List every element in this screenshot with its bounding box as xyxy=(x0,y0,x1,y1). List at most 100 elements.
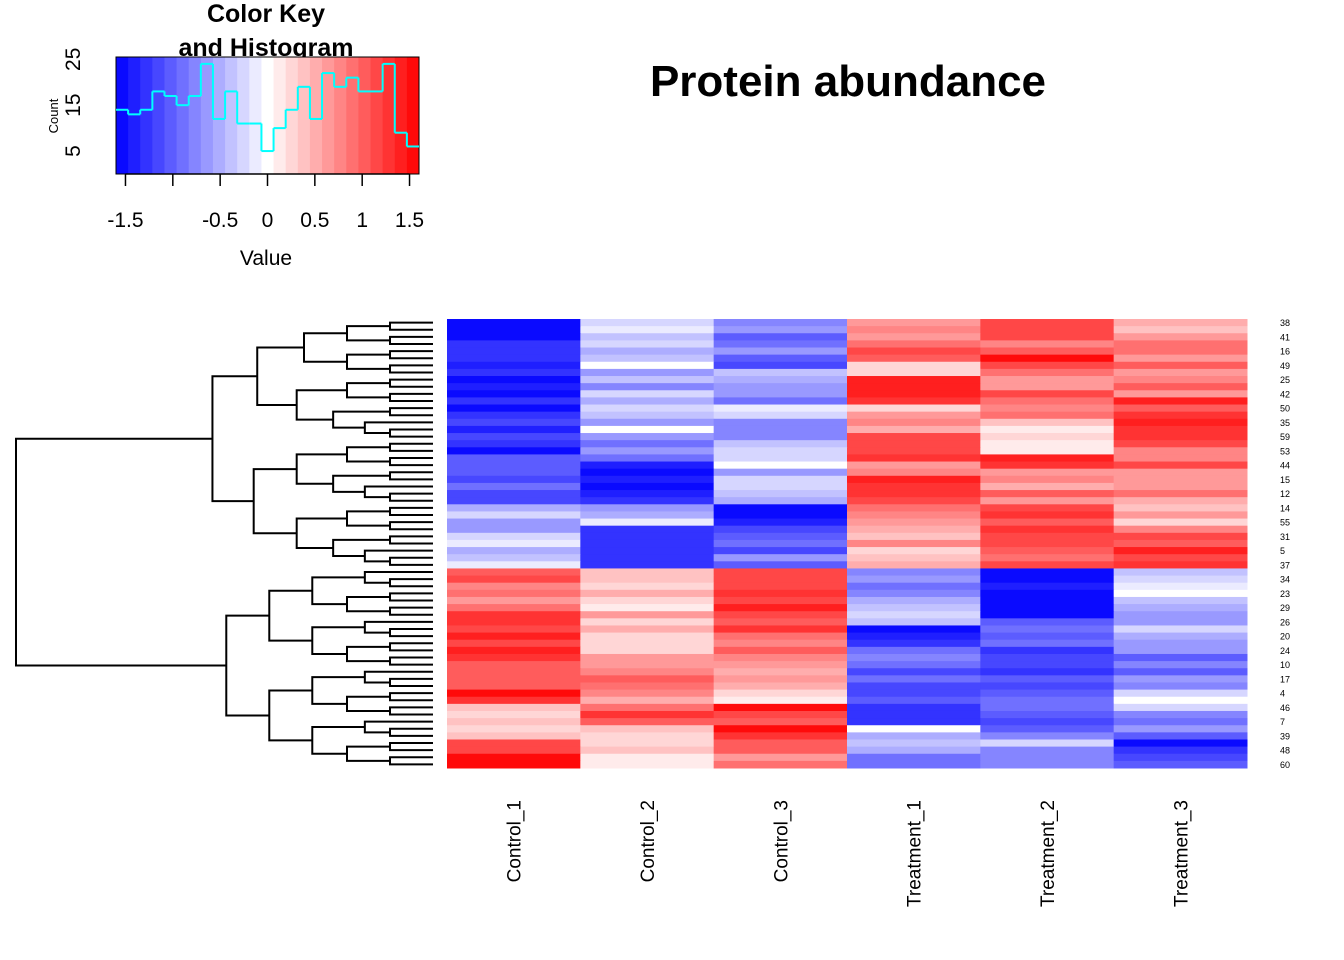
dendrogram-branch xyxy=(363,421,433,435)
heatmap-cell xyxy=(713,347,848,356)
heatmap-cell xyxy=(580,718,715,726)
heatmap-cell xyxy=(1113,354,1248,363)
heatmap-cell xyxy=(447,532,581,541)
heatmap-cell xyxy=(1113,653,1248,662)
heatmap-cell xyxy=(580,490,715,498)
heatmap-cell xyxy=(980,682,1115,691)
dendrogram-branch xyxy=(268,589,313,642)
heatmap-cell xyxy=(980,411,1115,420)
heatmap-cell xyxy=(713,361,848,370)
heatmap-cell xyxy=(447,618,581,626)
row-label: 17 xyxy=(1280,674,1290,684)
heatmap-cell xyxy=(713,732,848,740)
heatmap-cell xyxy=(980,696,1115,705)
heatmap-cell xyxy=(713,411,848,420)
heatmap-cell xyxy=(980,596,1115,605)
heatmap-cell xyxy=(847,433,981,441)
heatmap-cell xyxy=(847,347,981,356)
row-label: 46 xyxy=(1280,703,1290,713)
heatmap-cell xyxy=(447,604,581,612)
heatmap-cell xyxy=(447,525,581,534)
row-label: 7 xyxy=(1280,717,1285,727)
heatmap-cell xyxy=(447,518,581,527)
heatmap-cell xyxy=(1113,490,1248,498)
row-label: 25 xyxy=(1280,375,1290,385)
heatmap-cell xyxy=(713,497,848,505)
dendrogram-branch xyxy=(311,726,365,755)
heatmap-cell xyxy=(713,418,848,427)
heatmap-cell xyxy=(847,668,981,676)
heatmap-cell xyxy=(713,475,848,484)
heatmap-cell xyxy=(447,596,581,605)
heatmap-cell xyxy=(713,440,848,448)
heatmap-cell xyxy=(847,326,981,334)
row-label: 50 xyxy=(1280,404,1290,414)
heatmap-cell xyxy=(980,668,1115,676)
row-label: 48 xyxy=(1280,746,1290,756)
heatmap-cell xyxy=(847,368,981,377)
heatmap-cell xyxy=(980,760,1115,769)
y-tick-label: 25 xyxy=(62,48,85,71)
heatmap-cell xyxy=(580,532,715,541)
row-label: 55 xyxy=(1280,518,1290,528)
heatmap-cell xyxy=(447,511,581,520)
heatmap-cell xyxy=(980,554,1115,562)
row-label: 12 xyxy=(1280,489,1290,499)
heatmap-cell xyxy=(1113,511,1248,520)
heatmap-cell xyxy=(713,589,848,598)
heatmap-cell xyxy=(580,746,715,755)
heatmap-cell xyxy=(580,440,715,448)
x-tick-label: 0.5 xyxy=(300,209,329,232)
color-key-cell xyxy=(370,57,384,174)
heatmap-cell xyxy=(980,539,1115,548)
color-key-cell xyxy=(249,57,262,174)
heatmap-cell xyxy=(447,646,581,655)
row-label: 24 xyxy=(1280,646,1290,656)
heatmap-cell xyxy=(580,561,715,569)
heatmap-cell xyxy=(580,497,715,505)
heatmap-cell xyxy=(713,368,848,377)
heatmap-cell xyxy=(447,497,581,505)
heatmap-cell xyxy=(1113,568,1248,577)
heatmap-cell xyxy=(447,661,581,669)
heatmap-cell xyxy=(447,333,581,341)
heatmap-cell xyxy=(1113,433,1248,441)
heatmap-cell xyxy=(713,725,848,733)
heatmap-cell xyxy=(580,390,715,398)
heatmap-cell xyxy=(1113,675,1248,683)
heatmap-cell xyxy=(580,760,715,769)
heatmap-cell xyxy=(980,418,1115,427)
heatmap-cell xyxy=(1113,468,1248,477)
heatmap-cell xyxy=(847,411,981,420)
row-label: 60 xyxy=(1280,760,1290,770)
heatmap-cell xyxy=(980,511,1115,520)
heatmap-cell xyxy=(580,383,715,391)
heatmap-cell xyxy=(580,639,715,648)
heatmap-cell xyxy=(980,425,1115,434)
heatmap-cell xyxy=(1113,746,1248,755)
heatmap-cell xyxy=(1113,618,1248,626)
heatmap-cell xyxy=(1113,497,1248,505)
heatmap-cell xyxy=(713,383,848,391)
dendrogram-branch xyxy=(363,485,433,499)
heatmap-cell xyxy=(847,582,981,591)
color-key-cell xyxy=(273,57,287,174)
heatmap-cell xyxy=(447,319,581,327)
heatmap-cell xyxy=(1113,383,1248,391)
heatmap-cell xyxy=(847,604,981,612)
color-key-cell xyxy=(334,57,347,174)
heatmap-cell xyxy=(847,404,981,413)
heatmap-cell xyxy=(580,425,715,434)
heatmap-cell xyxy=(1113,575,1248,584)
heatmap-cell xyxy=(580,582,715,591)
heatmap-cell xyxy=(847,632,981,641)
heatmap-cell xyxy=(847,760,981,769)
heatmap-cell xyxy=(980,604,1115,612)
heatmap-cell xyxy=(980,568,1115,577)
heatmap-cell xyxy=(713,696,848,705)
heatmap-cell xyxy=(713,618,848,626)
heatmap-cell xyxy=(1113,632,1248,641)
heatmap-cell xyxy=(713,397,848,406)
heatmap-cell xyxy=(580,689,715,698)
heatmap-cell xyxy=(447,718,581,726)
